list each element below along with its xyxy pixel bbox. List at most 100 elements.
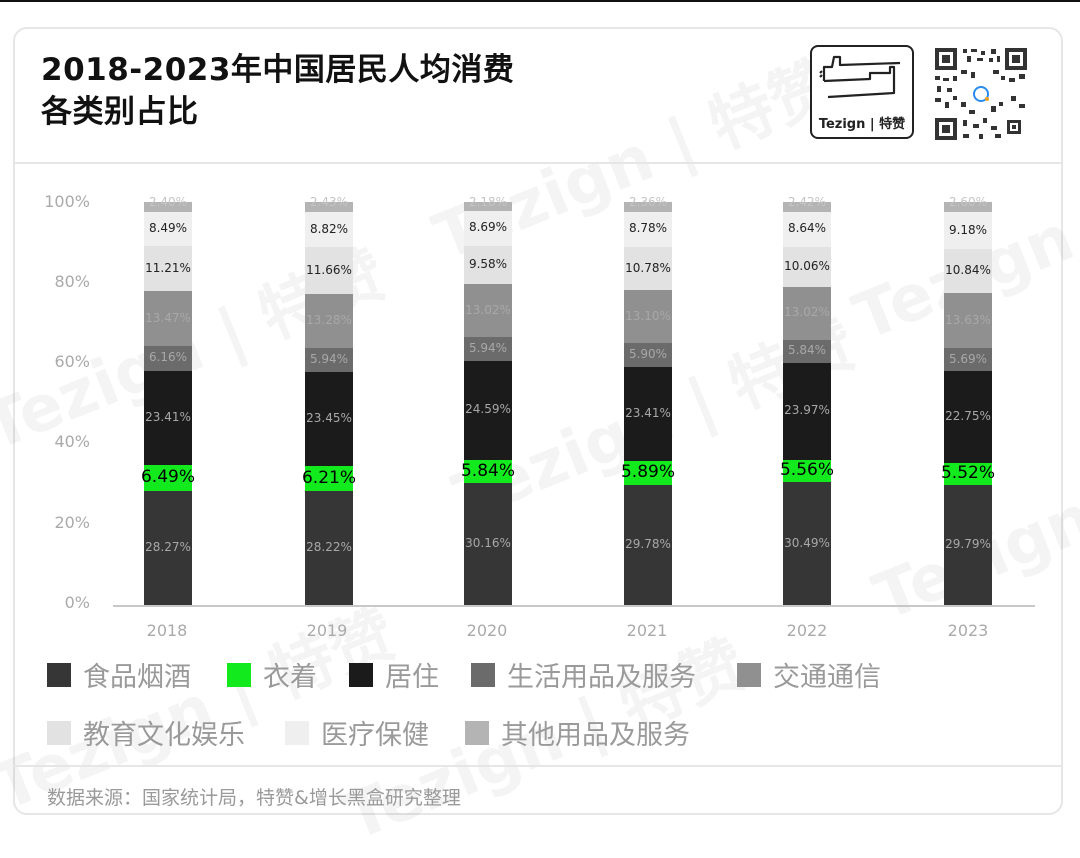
bar-segment: 5.84% [461,459,515,484]
data-source: 数据来源：国家统计局，特赞&增长黑盒研究整理 [47,787,461,809]
legend-label: 衣着 [263,662,317,693]
segment-label: 13.02% [784,305,830,320]
segment-label: 2.60% [948,195,988,209]
header: 2018-2023年中国居民人均消费 各类别占比 Tezign | 特赞 [13,27,1063,164]
bar-segment: 6.21% [302,466,356,492]
bar-segment: 2.42% [783,195,831,212]
segment-label: 2.18% [468,195,508,209]
y-tick: 0% [64,593,90,612]
legend-item-other: 其他用品及服务 [465,713,690,752]
segment-label: 2.43% [309,194,349,209]
segment-label: 13.47% [145,310,191,325]
bar-segment: 29.79% [944,484,992,605]
bar-segment: 5.90% [624,343,672,367]
x-tick: 2021 [626,621,668,640]
bar-segment: 8.82% [305,211,353,248]
segment-label: 10.78% [625,260,671,275]
bar-segment: 8.64% [783,211,831,247]
legend-label: 教育文化娱乐 [83,720,245,751]
segment-label: 23.97% [784,403,830,418]
bar-segment: 11.66% [305,247,353,295]
bar-segment: 2.40% [144,195,192,213]
segment-label: 8.78% [628,221,668,236]
segment-label: 10.84% [945,263,991,278]
segment-label: 6.16% [148,350,188,365]
bar-segment: 5.89% [621,461,675,485]
bar-segment: 23.45% [305,371,353,467]
segment-label: 22.75% [945,408,991,423]
bar-segment: 5.84% [783,339,831,364]
bar-segment: 28.27% [144,491,192,605]
bar-segment: 9.18% [944,212,992,250]
bar-segment: 9.58% [464,245,512,285]
legend-swatch [47,720,71,745]
segment-label: 5.84% [460,460,515,481]
segment-label: 23.41% [625,406,671,421]
segment-label: 28.27% [145,540,191,555]
legend-item-transport: 交通通信 [737,655,881,694]
segment-label: 24.59% [465,402,511,417]
x-tick: 2018 [146,621,188,640]
top-rule [0,0,1080,2]
footer: 数据来源：国家统计局，特赞&增长黑盒研究整理 [13,765,1063,815]
legend-item-housing: 居住 [349,655,439,694]
bar-segment: 23.97% [783,363,831,460]
segment-label: 5.56% [779,459,834,480]
bar-segment: 13.28% [305,294,353,348]
segment-label: 8.49% [148,221,188,236]
legend-item-education: 教育文化娱乐 [47,713,245,752]
segment-label: 6.49% [140,466,195,487]
segment-label: 5.69% [948,351,988,366]
segment-label: 10.06% [784,258,830,273]
x-tick: 2020 [466,621,508,640]
bar-segment: 13.47% [144,291,192,346]
segment-label: 11.66% [306,262,352,277]
title-line-1: 2018-2023年中国居民人均消费 [41,52,515,88]
bar-segment: 5.94% [305,347,353,372]
bar-segment: 28.22% [305,491,353,605]
y-tick: 80% [54,272,90,291]
title-line-2: 各类别占比 [41,94,199,130]
bar-segment: 10.84% [944,249,992,294]
bar-segment: 30.49% [783,482,831,605]
segment-label: 5.94% [309,351,349,366]
x-tick: 2023 [947,621,989,640]
segment-label: 11.21% [145,260,191,275]
legend-swatch [227,662,251,687]
bar-segment: 5.69% [944,348,992,371]
bar-segment: 5.56% [780,459,834,483]
bar-segment: 2.60% [944,195,992,213]
segment-label: 13.28% [306,313,352,328]
segment-label: 8.69% [468,220,508,235]
segment-label: 29.78% [625,536,671,551]
segment-label: 5.84% [787,343,827,358]
segment-label: 5.52% [940,462,995,483]
bar-segment: 8.78% [624,211,672,247]
legend-label: 居住 [385,662,439,693]
segment-label: 5.94% [468,340,508,355]
legend-swatch [737,662,761,687]
segment-label: 2.42% [787,195,827,209]
segment-label: 23.45% [306,410,352,425]
bar-segment: 2.36% [624,195,672,212]
legend-label: 其他用品及服务 [501,720,690,751]
segment-label: 29.79% [945,536,991,551]
y-tick: 40% [54,432,90,451]
segment-label: 13.63% [945,312,991,327]
legend-swatch [285,720,309,745]
segment-label: 30.16% [465,536,511,551]
bar-segment: 11.21% [144,246,192,292]
bar-segment: 13.02% [783,287,831,340]
legend-label: 医疗保健 [321,720,429,751]
legend-item-healthcare: 医疗保健 [285,713,429,752]
bar-segment: 29.78% [624,484,672,605]
legend-item-household: 生活用品及服务 [471,655,696,694]
legend-label: 生活用品及服务 [507,662,696,693]
legend-label: 食品烟酒 [83,662,191,693]
legend-swatch [465,720,489,745]
bar-segment: 2.18% [464,195,512,211]
bar-segment: 8.49% [144,212,192,247]
tezign-logo: Tezign | 特赞 [810,45,914,139]
bar-segment: 13.02% [464,284,512,337]
